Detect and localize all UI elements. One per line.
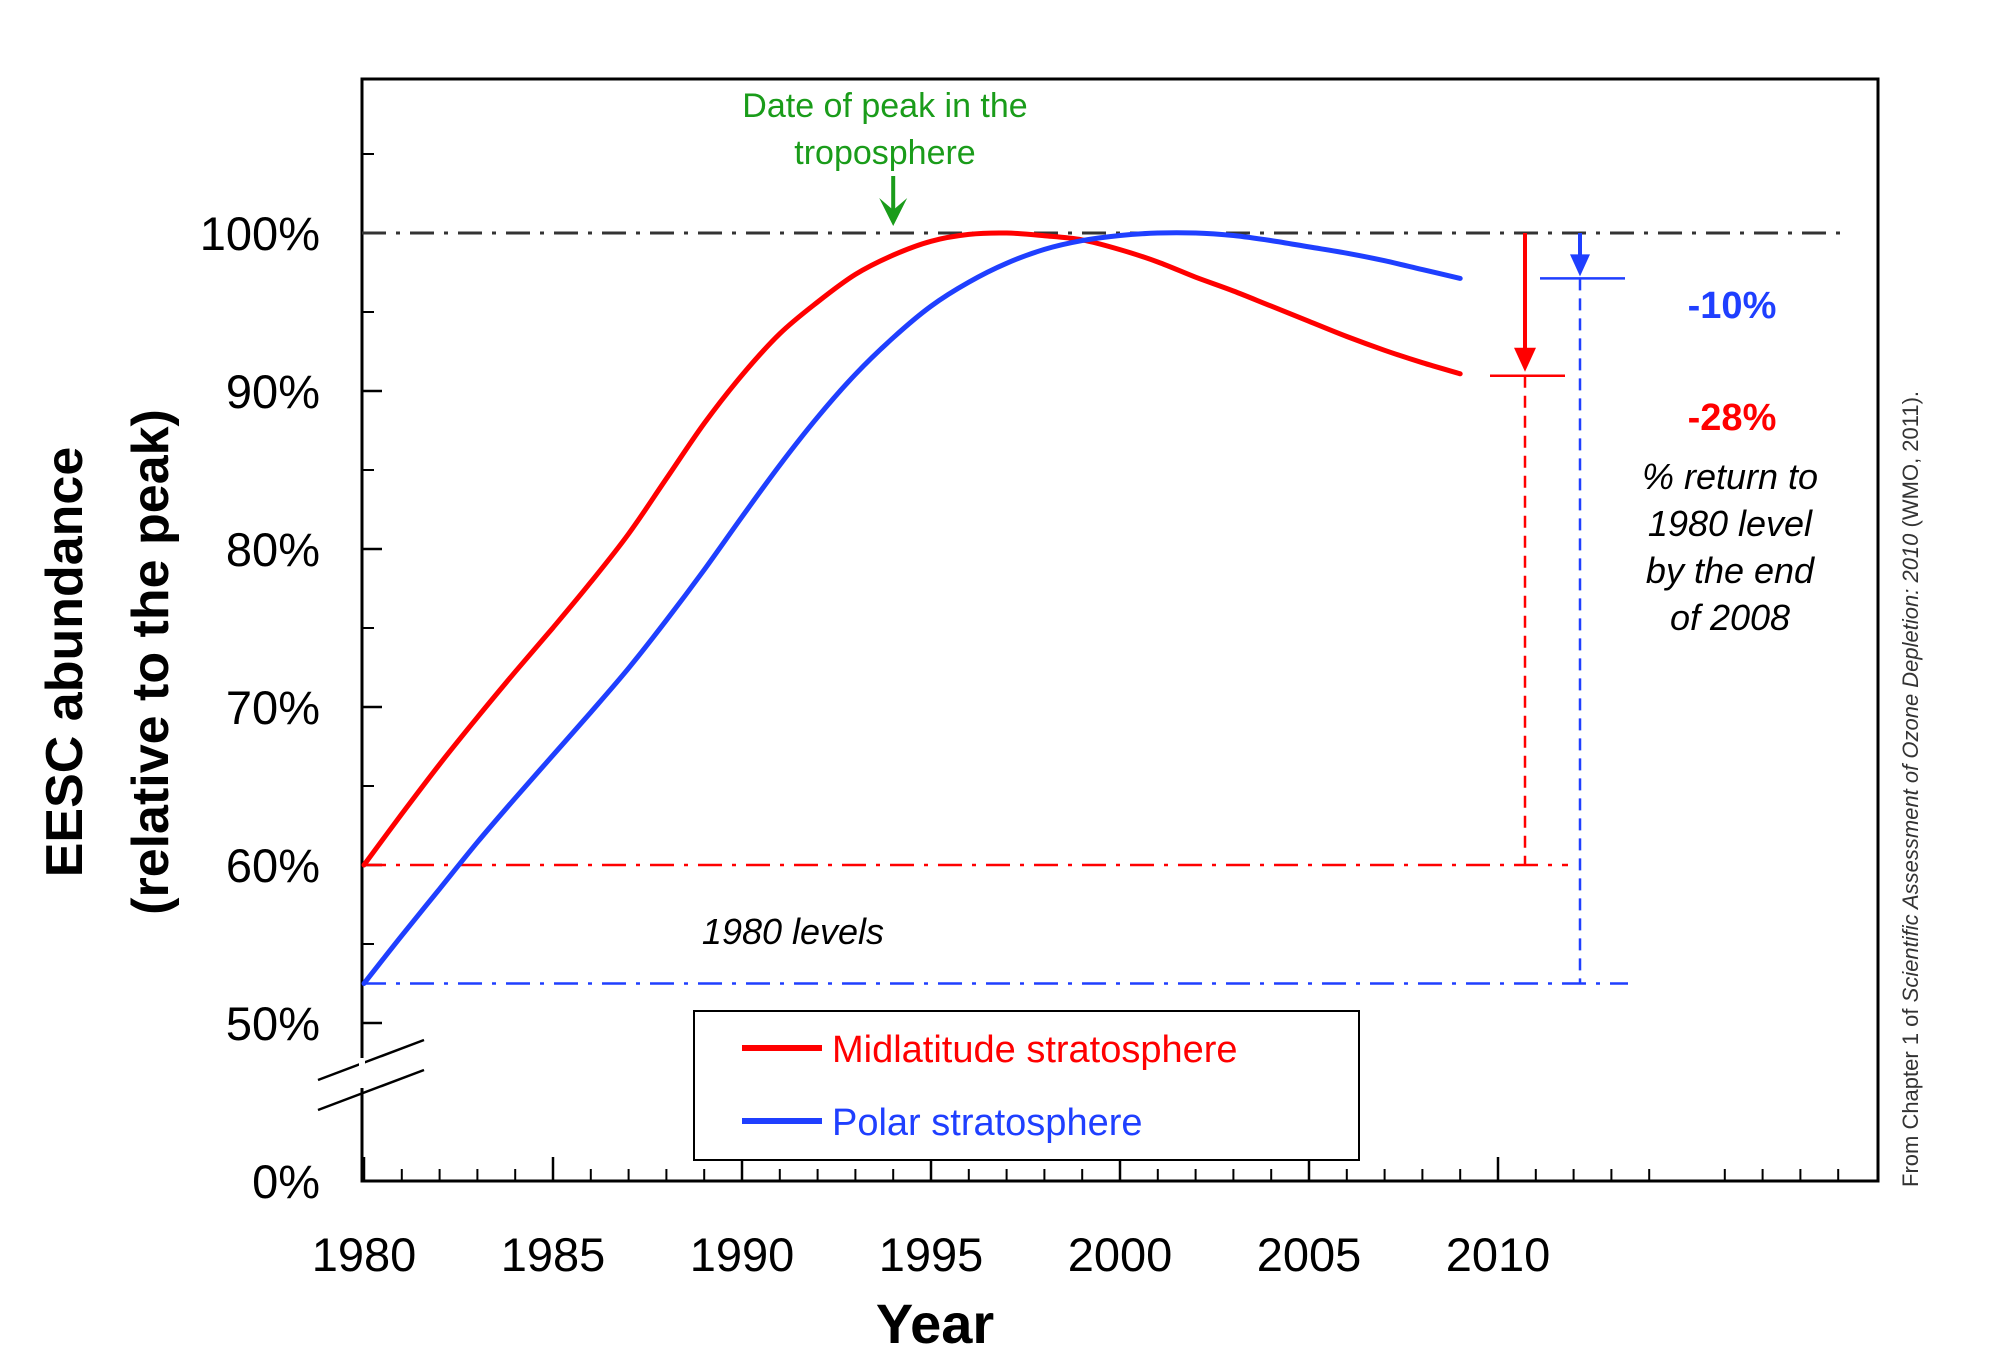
source-credit: From Chapter 1 of Scientific Assessment … xyxy=(1898,391,1923,1187)
x-tick-label: 1980 xyxy=(312,1228,417,1281)
y-tick-label: 70% xyxy=(226,681,320,734)
axis-break-mark xyxy=(317,1068,425,1112)
y-axis-title-line2: (relative to the peak) xyxy=(122,409,180,915)
troposphere-arrow-head xyxy=(879,198,908,226)
source-title: Scientific Assessment of Ozone Depletion… xyxy=(1898,533,1923,1003)
y-tick-label: 0% xyxy=(252,1155,320,1208)
legend-box xyxy=(693,1010,1360,1161)
y-tick-label: 90% xyxy=(226,365,320,418)
axis-break-mark xyxy=(317,1038,425,1082)
y-tick-label: 60% xyxy=(226,839,320,892)
series-line-midlatitude xyxy=(361,230,1463,868)
y-axis-title-line1: EESC abundance xyxy=(36,447,94,878)
return-note-line: by the end xyxy=(1646,550,1815,591)
y-tick-label: 100% xyxy=(200,207,320,260)
x-tick-label: 2010 xyxy=(1446,1228,1551,1281)
x-tick-label: 1990 xyxy=(690,1228,795,1281)
legend-label-midlatitude: Midlatitude stratosphere xyxy=(832,1029,1238,1071)
polar-arrow-head xyxy=(1570,254,1590,277)
polar-return-label: -10% xyxy=(1688,285,1777,327)
axis-break-gap xyxy=(359,1058,365,1088)
midlatitude-return-label: -28% xyxy=(1688,397,1777,439)
troposphere-peak-label: troposphere xyxy=(794,134,975,172)
levels-1980-label: 1980 levels xyxy=(702,911,884,952)
return-note-line: 1980 level xyxy=(1648,503,1813,544)
x-tick-label: 2005 xyxy=(1257,1228,1362,1281)
source-suffix: (WMO, 2011). xyxy=(1898,391,1923,534)
y-tick-label: 80% xyxy=(226,523,320,576)
x-tick-label: 1985 xyxy=(501,1228,606,1281)
x-axis-title: Year xyxy=(876,1292,994,1353)
midlatitude-arrow-head xyxy=(1514,347,1536,372)
legend-label-polar: Polar stratosphere xyxy=(832,1102,1143,1144)
return-note-line: % return to xyxy=(1642,456,1818,497)
troposphere-peak-label: Date of peak in the xyxy=(742,87,1027,125)
series-line-polar xyxy=(361,230,1463,986)
source-prefix: From Chapter 1 of xyxy=(1898,1002,1923,1187)
x-tick-label: 2000 xyxy=(1068,1228,1173,1281)
x-tick-label: 1995 xyxy=(879,1228,984,1281)
return-note-line: of 2008 xyxy=(1670,597,1790,638)
y-tick-label: 50% xyxy=(226,997,320,1050)
